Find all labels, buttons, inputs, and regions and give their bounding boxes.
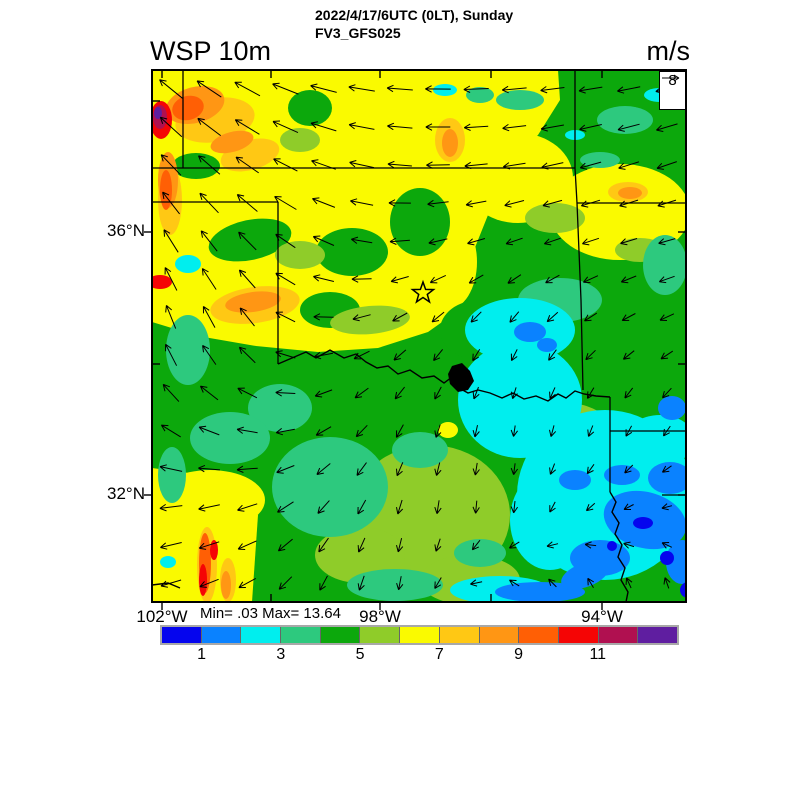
- colorbar-segment: [518, 627, 558, 643]
- colorbar-segment: [399, 627, 439, 643]
- rivers: [152, 349, 629, 602]
- reference-arrow-icon: [662, 74, 680, 82]
- colorbar-tick-label: 3: [276, 646, 286, 663]
- reference-vector-value: 8: [668, 72, 677, 89]
- colorbar: [160, 625, 679, 645]
- wind-vector-field: [159, 79, 679, 591]
- colorbar-segment: [597, 627, 638, 643]
- colorbar-tick-label: 11: [589, 646, 607, 663]
- lon-tick-label: 102°W: [136, 607, 188, 626]
- lat-tick-label: 32°N: [107, 484, 145, 503]
- map-frame: [151, 69, 687, 603]
- colorbar-tick-label: 7: [434, 646, 444, 663]
- minmax-stats: Min= .03 Max= 13.64: [200, 605, 341, 622]
- lake-texoma: [448, 363, 474, 392]
- plot-title-line2: FV3_GFS025: [315, 25, 401, 41]
- colorbar-segment: [162, 627, 201, 643]
- colorbar-segment: [280, 627, 320, 643]
- colorbar-segment: [438, 627, 479, 643]
- colorbar-tick-label: 5: [355, 646, 365, 663]
- variable-label: WSP 10m: [150, 36, 272, 66]
- colorbar-segment: [478, 627, 519, 643]
- plot-title-block: 2022/4/17/6UTC (0LT), Sunday FV3_GFS025: [315, 6, 513, 42]
- contour-fill: [152, 70, 686, 602]
- units-label: m/s: [646, 36, 691, 66]
- colorbar-segment: [200, 627, 241, 643]
- axis-ticks: [144, 70, 686, 610]
- lon-tick-label: 98°W: [359, 607, 401, 626]
- plot-title-line1: 2022/4/17/6UTC (0LT), Sunday: [315, 7, 514, 23]
- colorbar-segment: [359, 627, 400, 643]
- colorbar-segment: [240, 627, 281, 643]
- colorbar-segment: [637, 627, 677, 643]
- colorbar-segment: [557, 627, 598, 643]
- colorbar-segment: [319, 627, 360, 643]
- reference-vector-box: 8: [659, 71, 686, 110]
- state-borders: [152, 70, 686, 496]
- colorbar-tick-label: 9: [514, 646, 523, 663]
- colorbar-tick-label: 1: [197, 646, 207, 663]
- lon-tick-label: 94°W: [581, 607, 623, 626]
- city-star-marker: [410, 279, 436, 304]
- lat-tick-label: 36°N: [107, 221, 145, 240]
